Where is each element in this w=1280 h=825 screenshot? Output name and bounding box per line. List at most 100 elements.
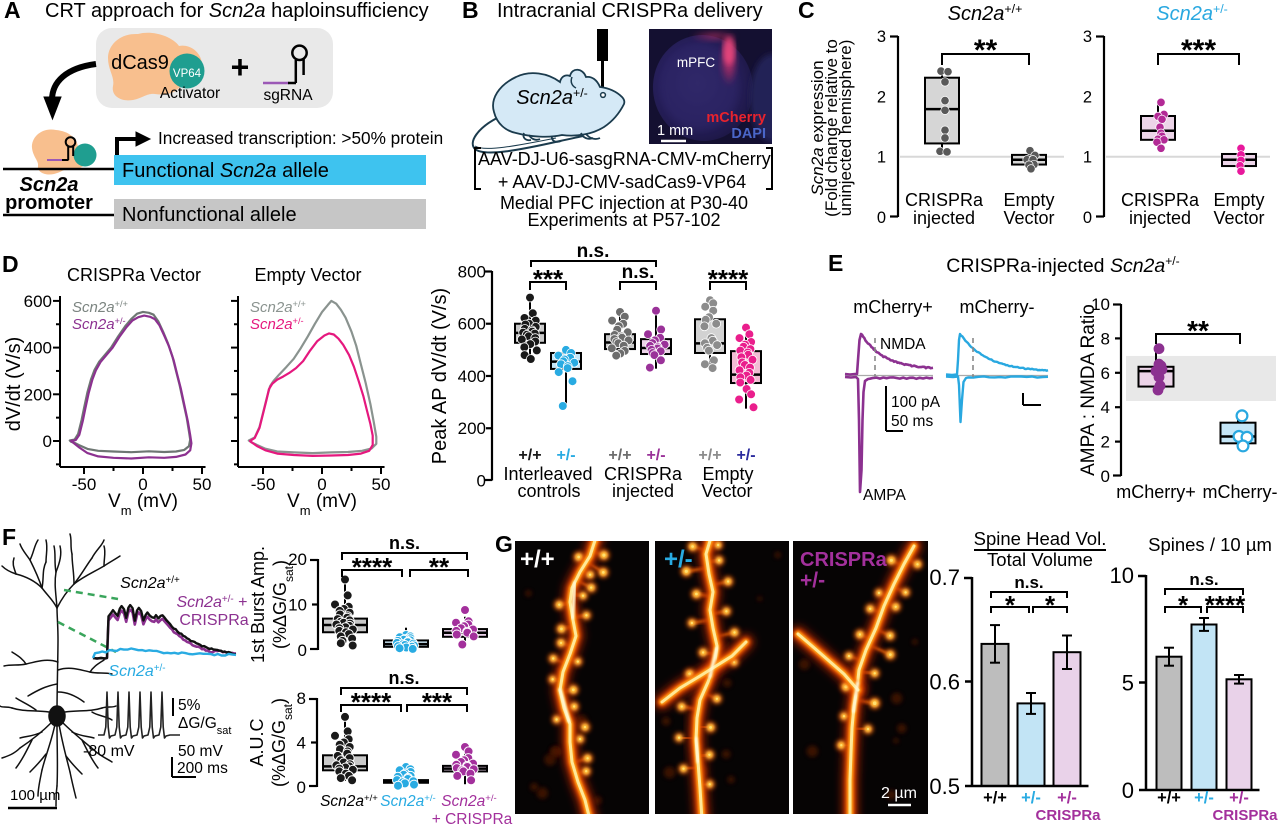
svg-text:G: G bbox=[495, 531, 513, 557]
svg-text:****: **** bbox=[352, 552, 393, 582]
svg-text:mCherry: mCherry bbox=[706, 110, 766, 126]
svg-text:n.s.: n.s. bbox=[1189, 570, 1218, 589]
svg-text:4: 4 bbox=[297, 734, 306, 753]
svg-text:Spines / 10 µm: Spines / 10 µm bbox=[1148, 534, 1272, 555]
svg-text:dCas9: dCas9 bbox=[111, 52, 169, 74]
svg-text:Empty: Empty bbox=[702, 464, 753, 484]
svg-text:10: 10 bbox=[1110, 563, 1134, 588]
svg-text:+/-: +/- bbox=[664, 546, 693, 573]
svg-text:n.s.: n.s. bbox=[577, 241, 610, 262]
svg-text:Empty Vector: Empty Vector bbox=[254, 265, 361, 285]
svg-text:+/+: +/+ bbox=[520, 546, 555, 573]
svg-text:400: 400 bbox=[458, 367, 486, 386]
svg-text:+/-: +/- bbox=[646, 447, 665, 464]
svg-text:****: **** bbox=[1205, 590, 1246, 620]
svg-text:+: + bbox=[231, 49, 250, 85]
svg-text:*: * bbox=[1045, 590, 1056, 620]
svg-text:Vector: Vector bbox=[1213, 208, 1264, 228]
svg-text:controls: controls bbox=[517, 481, 580, 501]
svg-text:2 µm: 2 µm bbox=[881, 785, 917, 802]
svg-text:n.s.: n.s. bbox=[388, 668, 419, 688]
svg-text:0: 0 bbox=[477, 472, 486, 491]
svg-text:Scn2a+/+: Scn2a+/+ bbox=[120, 575, 180, 593]
svg-text:100 µm: 100 µm bbox=[10, 787, 60, 804]
svg-text:20: 20 bbox=[288, 550, 307, 569]
svg-text:800: 800 bbox=[458, 262, 486, 281]
svg-text:Scn2a+/+: Scn2a+/+ bbox=[250, 299, 306, 316]
svg-text:3: 3 bbox=[877, 28, 886, 46]
svg-text:D: D bbox=[2, 251, 19, 277]
svg-text:1: 1 bbox=[877, 149, 886, 167]
svg-text:***: *** bbox=[533, 264, 564, 294]
svg-text:2: 2 bbox=[877, 88, 886, 106]
svg-text:****: **** bbox=[708, 264, 749, 294]
svg-text:4: 4 bbox=[1101, 398, 1110, 417]
svg-text:CRISPRa: CRISPRa bbox=[604, 464, 683, 484]
svg-text:B: B bbox=[462, 0, 479, 23]
svg-text:A.U.C: A.U.C bbox=[247, 718, 267, 766]
svg-text:-50: -50 bbox=[72, 475, 97, 494]
svg-text:+/+: +/+ bbox=[983, 789, 1007, 807]
svg-text:Total Volume: Total Volume bbox=[987, 549, 1093, 570]
svg-text:Scn2a+/+: Scn2a+/+ bbox=[948, 2, 1023, 25]
svg-text:10: 10 bbox=[1091, 295, 1110, 314]
svg-text:6: 6 bbox=[1101, 364, 1110, 383]
svg-text:Medial PFC injection at P30-40: Medial PFC injection at P30-40 bbox=[500, 193, 748, 213]
svg-text:Vector: Vector bbox=[701, 481, 752, 501]
svg-text:0.5: 0.5 bbox=[929, 774, 960, 799]
svg-text:0: 0 bbox=[1101, 467, 1110, 486]
svg-text:200: 200 bbox=[458, 419, 486, 438]
svg-text:E: E bbox=[828, 250, 843, 276]
svg-text:CRISPRa: CRISPRa bbox=[179, 612, 248, 629]
svg-text:Empty: Empty bbox=[1003, 190, 1054, 210]
svg-text:0: 0 bbox=[317, 475, 326, 494]
svg-text:**: ** bbox=[429, 552, 450, 582]
svg-text:600: 600 bbox=[458, 315, 486, 334]
svg-text:*: * bbox=[1178, 590, 1189, 620]
svg-text:mPFC: mPFC bbox=[677, 55, 715, 70]
svg-text:+/+: +/+ bbox=[518, 447, 541, 464]
svg-text:+/-: +/- bbox=[1021, 789, 1041, 807]
svg-text:+/+: +/+ bbox=[608, 447, 631, 464]
svg-text:NMDA: NMDA bbox=[880, 336, 926, 353]
svg-text:8: 8 bbox=[1101, 329, 1110, 348]
svg-text:50: 50 bbox=[193, 475, 212, 494]
svg-text:Scn2a+/-: Scn2a+/- bbox=[1156, 2, 1228, 25]
svg-text:AAV-DJ-U6-sasgRNA-CMV-mCherry: AAV-DJ-U6-sasgRNA-CMV-mCherry bbox=[478, 149, 771, 169]
svg-text:Scn2a+/-: Scn2a+/- bbox=[250, 316, 304, 333]
svg-text:dV/dt (V/s): dV/dt (V/s) bbox=[3, 337, 25, 431]
svg-text:n.s.: n.s. bbox=[622, 262, 655, 283]
svg-text:50: 50 bbox=[372, 475, 391, 494]
svg-text:***: *** bbox=[1181, 34, 1216, 67]
svg-text:0.7: 0.7 bbox=[929, 565, 960, 590]
svg-text:Scn2a+/-: Scn2a+/- bbox=[516, 86, 588, 109]
svg-text:injected: injected bbox=[1129, 208, 1191, 228]
svg-text:n.s.: n.s. bbox=[389, 533, 420, 553]
svg-text:0: 0 bbox=[1122, 778, 1134, 803]
svg-text:****: **** bbox=[351, 687, 392, 717]
svg-text:injected: injected bbox=[913, 208, 975, 228]
svg-text:CRISPRa: CRISPRa bbox=[905, 190, 984, 210]
svg-text:-50: -50 bbox=[251, 475, 276, 494]
svg-text:Functional Scn2a allele: Functional Scn2a allele bbox=[122, 160, 329, 182]
svg-text:Scn2a expression: Scn2a expression bbox=[808, 60, 827, 195]
svg-text:Activator: Activator bbox=[160, 85, 220, 102]
svg-text:+/+: +/+ bbox=[698, 447, 721, 464]
svg-text:CRISPRa: CRISPRa bbox=[1212, 807, 1278, 824]
svg-text:A: A bbox=[4, 0, 21, 23]
svg-text:mCherry+: mCherry+ bbox=[1116, 482, 1196, 502]
svg-text:CRT approach for Scn2a haploin: CRT approach for Scn2a haploinsufficienc… bbox=[45, 0, 429, 22]
svg-text:n.s.: n.s. bbox=[1014, 573, 1043, 592]
svg-text:AMPA : NMDA Ratio: AMPA : NMDA Ratio bbox=[1078, 304, 1099, 476]
svg-text:0: 0 bbox=[877, 209, 886, 227]
svg-text:+ AAV-DJ-CMV-sadCas9-VP64: + AAV-DJ-CMV-sadCas9-VP64 bbox=[498, 172, 746, 192]
svg-text:200: 200 bbox=[24, 385, 52, 404]
svg-text:1st Burst Amp.: 1st Burst Amp. bbox=[248, 546, 268, 663]
svg-text:mCherry+: mCherry+ bbox=[853, 297, 933, 317]
svg-text:Experiments at P57-102: Experiments at P57-102 bbox=[527, 210, 720, 230]
svg-text:+/-: +/- bbox=[1229, 789, 1249, 807]
svg-text:injected: injected bbox=[612, 481, 674, 501]
svg-text:Scn2a+/-: Scn2a+/- bbox=[380, 793, 435, 811]
svg-text:sgRNA: sgRNA bbox=[263, 87, 313, 104]
svg-text:Scn2a+/+: Scn2a+/+ bbox=[320, 793, 378, 811]
